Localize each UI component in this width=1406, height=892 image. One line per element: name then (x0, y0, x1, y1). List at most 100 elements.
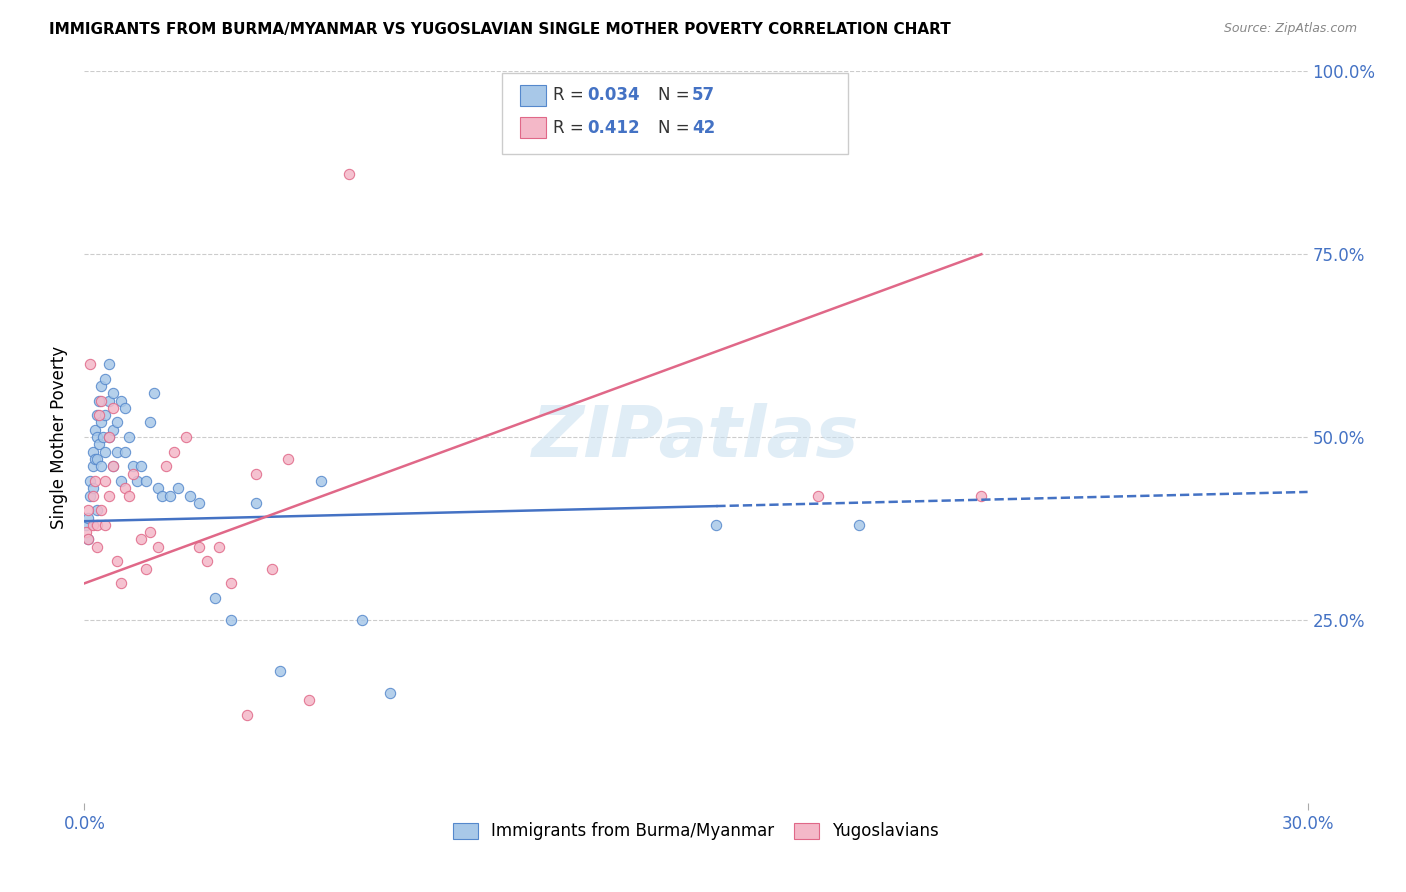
Point (131, 459, 153, 474)
Point (135, 562, 157, 576)
Point (195, 554, 218, 568)
Point (75, 517, 97, 532)
Point (245, 496, 267, 510)
Point (83, 474, 105, 488)
Point (807, 489, 830, 503)
Point (114, 444, 136, 458)
Point (110, 393, 132, 408)
Point (86, 452, 108, 467)
Point (155, 459, 177, 474)
Point (82, 444, 104, 458)
Point (277, 452, 299, 467)
Point (179, 489, 201, 503)
Text: 57: 57 (692, 87, 714, 104)
Point (127, 474, 149, 488)
Point (77, 503, 100, 517)
Text: R =: R = (553, 87, 589, 104)
Point (90, 393, 112, 408)
Point (848, 517, 870, 532)
Point (93, 444, 115, 458)
Point (79, 474, 101, 488)
Text: 0.412: 0.412 (588, 119, 640, 136)
Point (110, 576, 132, 591)
Point (245, 467, 267, 481)
Point (105, 444, 128, 458)
Point (87, 393, 110, 408)
Point (339, 167, 361, 181)
Y-axis label: Single Mother Poverty: Single Mother Poverty (51, 345, 69, 529)
Point (204, 591, 226, 605)
Text: R =: R = (553, 119, 589, 136)
Point (83, 423, 105, 437)
Point (159, 489, 181, 503)
Point (167, 481, 190, 495)
Point (79, 357, 101, 371)
Point (150, 489, 173, 503)
Point (138, 525, 160, 540)
Point (219, 576, 242, 591)
Point (110, 474, 132, 488)
Point (79, 489, 101, 503)
Point (86, 408, 108, 422)
Point (82, 489, 104, 503)
Point (380, 686, 402, 700)
Point (260, 562, 283, 576)
Point (122, 467, 145, 481)
Point (97, 430, 120, 444)
Point (105, 416, 128, 430)
Text: N =: N = (658, 119, 695, 136)
Point (131, 533, 153, 547)
Point (309, 474, 332, 488)
Point (146, 540, 169, 554)
Point (83, 452, 105, 467)
Point (93, 474, 115, 488)
Point (87, 437, 110, 451)
Point (77, 533, 100, 547)
Text: 42: 42 (692, 119, 716, 136)
Point (97, 430, 120, 444)
Point (91, 430, 114, 444)
Point (82, 481, 104, 495)
Text: N =: N = (658, 87, 695, 104)
Point (93, 408, 115, 422)
Point (219, 613, 242, 627)
Point (93, 371, 115, 385)
Point (114, 481, 136, 495)
Point (87, 408, 110, 422)
Legend: Immigrants from Burma/Myanmar, Yugoslavians: Immigrants from Burma/Myanmar, Yugoslavi… (446, 816, 946, 847)
Point (138, 416, 160, 430)
Point (122, 459, 145, 474)
Point (970, 489, 993, 503)
Point (86, 430, 108, 444)
Point (90, 503, 112, 517)
Point (298, 693, 321, 707)
Text: IMMIGRANTS FROM BURMA/MYANMAR VS YUGOSLAVIAN SINGLE MOTHER POVERTY CORRELATION C: IMMIGRANTS FROM BURMA/MYANMAR VS YUGOSLA… (49, 22, 950, 37)
Point (77, 533, 100, 547)
Point (97, 357, 120, 371)
Point (236, 708, 259, 723)
Point (86, 517, 108, 532)
Point (82, 517, 104, 532)
Point (101, 423, 124, 437)
Point (146, 481, 169, 495)
Point (142, 386, 165, 401)
Point (101, 401, 124, 415)
Point (187, 540, 209, 554)
Point (75, 525, 97, 540)
Point (86, 503, 108, 517)
Point (114, 401, 136, 415)
Point (82, 459, 104, 474)
Point (86, 540, 108, 554)
Point (97, 489, 120, 503)
Point (208, 540, 231, 554)
Point (187, 496, 209, 510)
Point (163, 444, 186, 458)
Text: Source: ZipAtlas.com: Source: ZipAtlas.com (1223, 22, 1357, 36)
Point (135, 474, 157, 488)
Text: 0.034: 0.034 (588, 87, 640, 104)
Point (350, 613, 373, 627)
Point (269, 664, 291, 678)
Point (174, 430, 197, 444)
Point (77, 510, 100, 524)
Point (90, 379, 112, 393)
